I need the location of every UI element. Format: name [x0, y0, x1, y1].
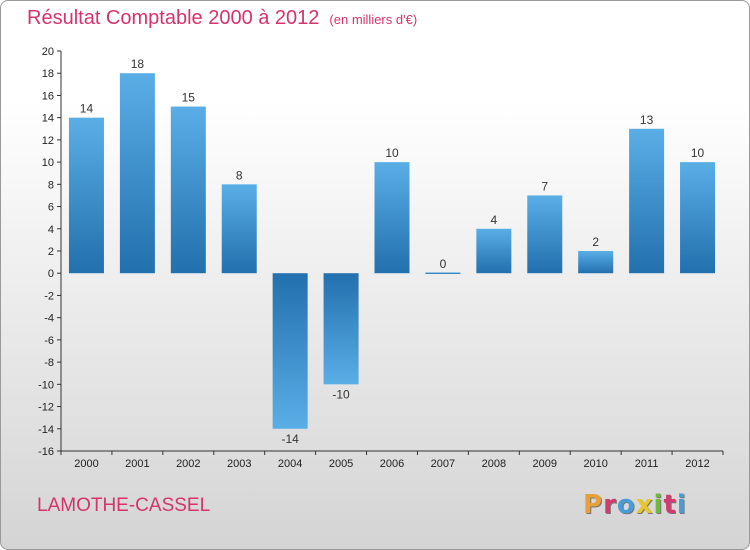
- data-label-2001: 18: [131, 57, 145, 71]
- bar-2007: [425, 272, 461, 274]
- bar-2001: [119, 73, 155, 274]
- data-label-2000: 14: [80, 102, 94, 116]
- bar-2004: [272, 273, 308, 429]
- y-tick-label: -8: [44, 357, 54, 369]
- chart-axes: 20181614121086420-2-4-6-8-10-12-14-16200…: [38, 46, 724, 470]
- bar-2009: [527, 195, 563, 274]
- x-tick-label: 2008: [482, 458, 506, 470]
- bar-2002: [170, 106, 206, 274]
- y-tick-label: -2: [44, 290, 54, 302]
- town-name: LAMOTHE-CASSEL: [37, 495, 211, 516]
- data-label-2011: 13: [640, 113, 654, 127]
- data-label-2012: 10: [691, 146, 705, 160]
- x-tick-label: 2003: [227, 458, 251, 470]
- chart-bars: [68, 73, 716, 429]
- y-tick-label: 8: [48, 179, 54, 191]
- proxiti-logo: Proxiti: [583, 490, 687, 520]
- y-tick-label: 0: [48, 268, 54, 280]
- bar-2000: [68, 117, 104, 274]
- bar-2008: [476, 228, 512, 274]
- y-tick-label: 10: [42, 157, 54, 169]
- x-tick-label: 2000: [74, 458, 98, 470]
- x-tick-label: 2010: [583, 458, 607, 470]
- x-tick-label: 2001: [125, 458, 149, 470]
- data-label-2006: 10: [385, 146, 399, 160]
- logo-letter: t: [663, 490, 677, 520]
- y-tick-label: 16: [42, 90, 54, 102]
- y-tick-label: -4: [44, 313, 54, 325]
- bar-2003: [221, 184, 257, 274]
- y-tick-label: 14: [42, 113, 54, 125]
- y-tick-label: 12: [42, 135, 54, 147]
- x-tick-label: 2004: [278, 458, 302, 470]
- chart-subtitle: (en milliers d'€): [329, 12, 418, 27]
- x-tick-label: 2009: [533, 458, 557, 470]
- x-tick-label: 2002: [176, 458, 200, 470]
- bar-2006: [374, 162, 410, 274]
- bar-2012: [680, 162, 716, 274]
- data-label-2010: 2: [592, 235, 599, 249]
- y-tick-label: 6: [48, 202, 54, 214]
- chart-title-text: Résultat Comptable 2000 à 2012: [27, 7, 320, 29]
- x-tick-label: 2011: [635, 458, 659, 470]
- logo-letter: i: [653, 490, 664, 520]
- y-tick-label: -16: [38, 446, 54, 458]
- data-label-2004: -14: [281, 432, 299, 446]
- y-tick-label: -14: [38, 424, 54, 436]
- y-tick-label: 20: [42, 46, 54, 58]
- x-tick-label: 2012: [685, 458, 709, 470]
- logo-letter: r: [603, 490, 617, 520]
- chart-data-labels: 14 18 15 8 -14 -10 10 0 4 7 2 13 10: [80, 57, 705, 446]
- data-label-2007: 0: [440, 257, 447, 271]
- logo-letter: i: [676, 490, 687, 520]
- y-tick-label: -6: [44, 335, 54, 347]
- y-tick-label: 4: [48, 224, 54, 236]
- y-tick-label: -10: [38, 379, 54, 391]
- logo-letter: P: [583, 490, 604, 520]
- x-tick-label: 2006: [380, 458, 404, 470]
- chart-title: Résultat Comptable 2000 à 2012 (en millie…: [27, 7, 417, 30]
- y-tick-label: -12: [38, 402, 54, 414]
- y-tick-label: 2: [48, 246, 54, 258]
- bar-2005: [323, 273, 359, 385]
- bar-2011: [629, 128, 665, 274]
- data-label-2002: 15: [182, 91, 196, 105]
- data-label-2009: 7: [541, 179, 548, 193]
- data-label-2003: 8: [236, 168, 243, 182]
- logo-letter: o: [616, 490, 636, 520]
- y-tick-label: 18: [42, 68, 54, 80]
- data-label-2008: 4: [491, 213, 498, 227]
- x-tick-label: 2007: [431, 458, 455, 470]
- data-label-2005: -10: [332, 387, 350, 401]
- logo-letter: x: [635, 490, 654, 520]
- x-tick-label: 2005: [329, 458, 353, 470]
- bar-2010: [578, 251, 614, 274]
